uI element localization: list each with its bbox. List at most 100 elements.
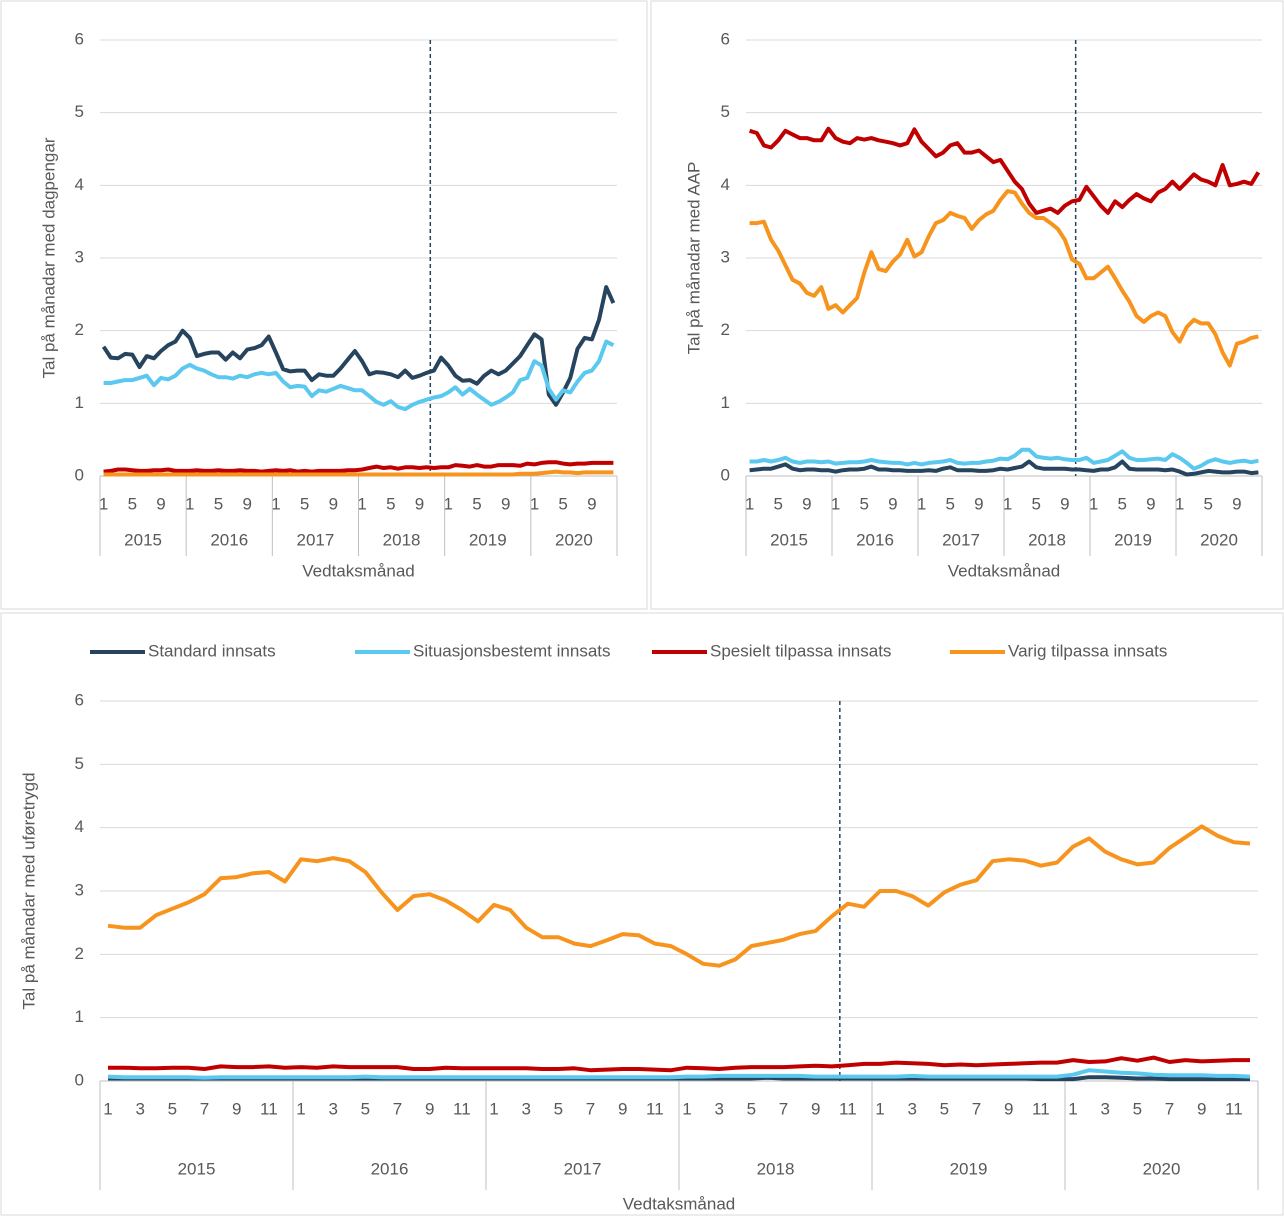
x-tick-label: 3 — [328, 1099, 337, 1118]
x-axis-title: Vedtaksmånad — [948, 561, 1060, 580]
y-tick-label: 1 — [75, 393, 84, 412]
x-group-label: 2020 — [1143, 1159, 1181, 1178]
x-tick-label: 9 — [802, 494, 811, 513]
x-tick-label: 1 — [99, 494, 108, 513]
y-tick-label: 1 — [75, 1007, 84, 1026]
x-tick-label: 9 — [974, 494, 983, 513]
x-tick-label: 11 — [1225, 1099, 1243, 1118]
x-tick-label: 1 — [875, 1099, 884, 1118]
x-tick-label: 5 — [558, 494, 567, 513]
x-tick-label: 11 — [839, 1099, 857, 1118]
x-axis-title: Vedtaksmånad — [623, 1194, 735, 1213]
y-tick-label: 0 — [721, 465, 730, 484]
x-tick-label: 1 — [917, 494, 926, 513]
x-tick-label: 7 — [779, 1099, 788, 1118]
x-tick-label: 7 — [972, 1099, 981, 1118]
x-tick-label: 9 — [232, 1099, 241, 1118]
x-tick-label: 11 — [453, 1099, 471, 1118]
y-tick-label: 0 — [75, 465, 84, 484]
x-tick-label: 9 — [1232, 494, 1241, 513]
x-tick-label: 1 — [185, 494, 194, 513]
x-tick-label: 5 — [1118, 494, 1127, 513]
legend-label: Varig tilpassa innsats — [1008, 641, 1167, 660]
x-tick-label: 3 — [714, 1099, 723, 1118]
x-group-label: 2018 — [383, 530, 421, 549]
x-tick-label: 11 — [1032, 1099, 1050, 1118]
x-tick-label: 1 — [1175, 494, 1184, 513]
x-tick-label: 5 — [860, 494, 869, 513]
x-tick-label: 9 — [425, 1099, 434, 1118]
series-line — [107, 824, 1251, 968]
series-line — [103, 339, 615, 412]
x-group-label: 2020 — [1200, 530, 1238, 549]
legend-label: Spesielt tilpassa innsats — [710, 641, 891, 660]
y-tick-label: 5 — [75, 102, 84, 121]
panel-border — [0, 612, 1284, 1216]
y-tick-label: 6 — [75, 690, 84, 709]
x-group-label: 2017 — [297, 530, 335, 549]
x-tick-label: 5 — [747, 1099, 756, 1118]
x-tick-label: 1 — [296, 1099, 305, 1118]
x-group-label: 2015 — [178, 1159, 216, 1178]
x-tick-label: 7 — [393, 1099, 402, 1118]
x-tick-label: 9 — [811, 1099, 820, 1118]
x-tick-label: 9 — [1060, 494, 1069, 513]
y-tick-label: 3 — [721, 247, 730, 266]
x-tick-label: 1 — [682, 1099, 691, 1118]
legend-label: Situasjonsbestemt innsats — [413, 641, 611, 660]
x-tick-label: 5 — [300, 494, 309, 513]
panel-border — [650, 0, 1284, 610]
x-tick-label: 3 — [907, 1099, 916, 1118]
x-tick-label: 5 — [774, 494, 783, 513]
x-tick-label: 5 — [214, 494, 223, 513]
x-tick-label: 9 — [1004, 1099, 1013, 1118]
x-tick-label: 11 — [646, 1099, 664, 1118]
series-line — [749, 189, 1259, 368]
x-tick-label: 5 — [128, 494, 137, 513]
series-line — [108, 1055, 1250, 1073]
y-tick-label: 3 — [75, 247, 84, 266]
series-line — [103, 460, 614, 474]
x-tick-label: 3 — [1100, 1099, 1109, 1118]
y-tick-label: 4 — [75, 817, 84, 836]
x-group-label: 2017 — [564, 1159, 602, 1178]
legend-label: Standard innsats — [148, 641, 276, 660]
y-axis-title: Tal på månadar med dagpengar — [39, 137, 58, 378]
y-axis-title: Tal på månadar med AAP — [684, 162, 703, 355]
x-group-label: 2015 — [770, 530, 808, 549]
y-tick-label: 5 — [75, 754, 84, 773]
x-tick-label: 3 — [135, 1099, 144, 1118]
x-tick-label: 5 — [1204, 494, 1213, 513]
x-tick-label: 9 — [501, 494, 510, 513]
x-tick-label: 3 — [521, 1099, 530, 1118]
x-tick-label: 5 — [554, 1099, 563, 1118]
x-tick-label: 9 — [415, 494, 424, 513]
x-tick-label: 1 — [489, 1099, 498, 1118]
x-tick-label: 5 — [946, 494, 955, 513]
y-axis-title: Tal på månadar med uføretrygd — [19, 772, 38, 1009]
x-tick-label: 7 — [200, 1099, 209, 1118]
x-tick-label: 7 — [1165, 1099, 1174, 1118]
x-tick-label: 1 — [1068, 1099, 1077, 1118]
x-tick-label: 9 — [888, 494, 897, 513]
x-tick-label: 9 — [1146, 494, 1155, 513]
x-tick-label: 1 — [530, 494, 539, 513]
y-tick-label: 2 — [75, 320, 84, 339]
x-tick-label: 9 — [242, 494, 251, 513]
y-tick-label: 4 — [721, 175, 730, 194]
x-tick-label: 5 — [1133, 1099, 1142, 1118]
x-tick-label: 9 — [329, 494, 338, 513]
y-tick-label: 0 — [75, 1070, 84, 1089]
y-tick-label: 6 — [721, 29, 730, 48]
x-tick-label: 5 — [472, 494, 481, 513]
x-tick-label: 1 — [1003, 494, 1012, 513]
x-tick-label: 1 — [271, 494, 280, 513]
x-tick-label: 5 — [1032, 494, 1041, 513]
y-tick-label: 1 — [721, 393, 730, 412]
x-tick-label: 5 — [361, 1099, 370, 1118]
x-group-label: 2016 — [856, 530, 894, 549]
x-tick-label: 5 — [168, 1099, 177, 1118]
x-tick-label: 9 — [1197, 1099, 1206, 1118]
x-tick-label: 1 — [831, 494, 840, 513]
